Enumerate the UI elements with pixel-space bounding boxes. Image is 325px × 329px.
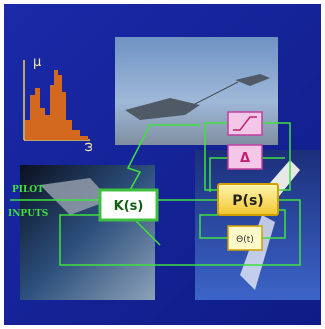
histogram: μ ω bbox=[23, 55, 95, 152]
satellite bbox=[40, 178, 110, 215]
block-label: Δ bbox=[240, 151, 250, 166]
plant-block bbox=[217, 183, 279, 216]
y-label: μ bbox=[33, 55, 41, 70]
block-label: P(s) bbox=[232, 193, 263, 209]
input-label: INPUTS bbox=[8, 209, 48, 219]
block-label: K(s) bbox=[114, 199, 144, 214]
x-label: ω bbox=[81, 142, 95, 152]
block-label: Θ(t) bbox=[236, 235, 254, 245]
jet bbox=[125, 98, 200, 120]
jet bbox=[235, 74, 270, 86]
delay-block bbox=[227, 225, 263, 251]
uncertainty-block bbox=[227, 144, 263, 170]
signal-lines bbox=[10, 122, 301, 266]
input-label: PILOT bbox=[12, 185, 44, 195]
controller-block bbox=[98, 188, 159, 222]
